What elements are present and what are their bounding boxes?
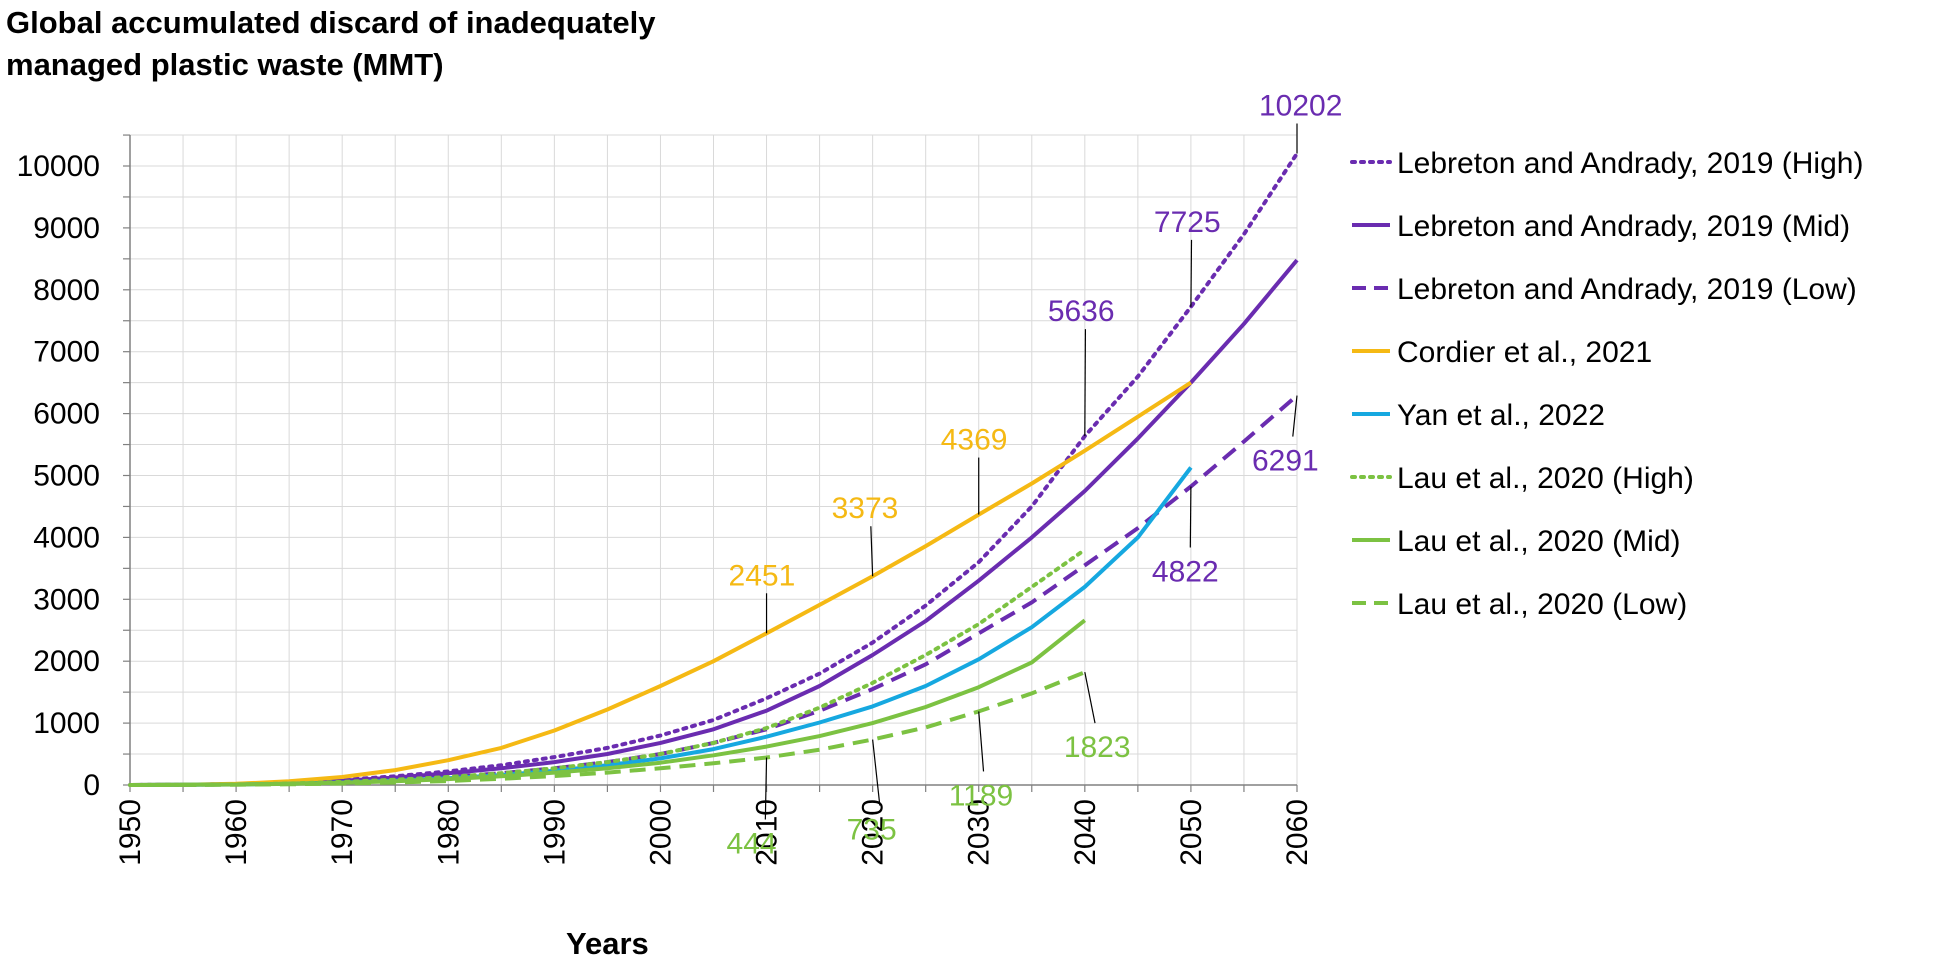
annotation-leader-line bbox=[872, 739, 881, 806]
legend-entry-label: Lebreton and Andrady, 2019 (High) bbox=[1397, 147, 1863, 180]
data-label: 3373 bbox=[832, 492, 899, 525]
data-label: 10202 bbox=[1259, 89, 1342, 122]
y-tick-label: 1000 bbox=[33, 707, 100, 740]
series-lines bbox=[128, 151, 1299, 787]
annotation-leader-line bbox=[1084, 672, 1096, 724]
data-labels: 10202 7725 5636 6291 4822 2451 3373 4369 444 735 1… bbox=[727, 89, 1343, 860]
y-tick-label: 5000 bbox=[33, 460, 100, 493]
x-tick-label: 2020 bbox=[857, 799, 890, 866]
annotation-leader-line bbox=[1292, 395, 1298, 437]
series-line bbox=[128, 547, 1087, 787]
annotation-leader-line bbox=[1189, 486, 1192, 548]
chart-title: Global accumulated discard of inadequate… bbox=[6, 2, 906, 86]
x-tick-label: 2000 bbox=[644, 799, 677, 866]
data-label: 4369 bbox=[941, 424, 1008, 457]
data-label: 4822 bbox=[1152, 556, 1219, 589]
x-tick-label: 2040 bbox=[1069, 799, 1102, 866]
x-axis-title: Years bbox=[566, 926, 649, 959]
y-tick-label: 3000 bbox=[33, 583, 100, 616]
series-line bbox=[129, 380, 1192, 787]
y-tick-label: 9000 bbox=[33, 212, 100, 245]
data-label: 1189 bbox=[949, 779, 1014, 812]
legend-entry-label: Lau et al., 2020 (Low) bbox=[1397, 588, 1687, 621]
legend-entry-label: Yan et al., 2022 bbox=[1397, 399, 1605, 432]
annotation-leader-line bbox=[1190, 239, 1193, 307]
data-label: 6291 bbox=[1252, 445, 1319, 478]
annotation-leader-line bbox=[1084, 329, 1087, 437]
legend-entry-label: Lau et al., 2020 (High) bbox=[1397, 462, 1694, 495]
gridlines bbox=[130, 134, 1298, 785]
chart-title-line-1: Global accumulated discard of inadequate… bbox=[6, 5, 656, 40]
y-tick-label: 10000 bbox=[17, 150, 100, 183]
x-tick-label: 1990 bbox=[538, 799, 571, 866]
annotation-leader-line bbox=[978, 711, 985, 772]
series-line bbox=[128, 151, 1299, 787]
data-label: 444 bbox=[727, 828, 777, 861]
axes: 0 1000 2000 3000 4000 5000 6000 7000 8000 9000 100… bbox=[17, 134, 1314, 959]
y-tick-label: 8000 bbox=[33, 274, 100, 307]
x-tick-label: 1950 bbox=[114, 799, 147, 866]
series-line bbox=[129, 670, 1086, 787]
legend: Lebreton and Andrady, 2019 (High) Lebreto… bbox=[1350, 147, 1863, 621]
legend-entry-label: Lau et al., 2020 (Mid) bbox=[1397, 525, 1681, 558]
x-tick-label: 2060 bbox=[1281, 799, 1314, 866]
data-label: 735 bbox=[847, 814, 897, 847]
chart-title-line-2: managed plastic waste (MMT) bbox=[6, 47, 444, 82]
legend-entry-label: Cordier et al., 2021 bbox=[1397, 336, 1652, 369]
x-tick-label: 1970 bbox=[326, 799, 359, 866]
annotation-leader-line bbox=[764, 757, 768, 820]
x-tick-label: 1980 bbox=[432, 799, 465, 866]
legend-entry-label: Lebreton and Andrady, 2019 (Low) bbox=[1397, 273, 1857, 306]
y-tick-label: 2000 bbox=[33, 645, 100, 678]
y-tick-label: 4000 bbox=[33, 521, 100, 554]
y-tick-label: 6000 bbox=[33, 398, 100, 431]
annotation-leader-line bbox=[870, 526, 874, 577]
data-label: 5636 bbox=[1048, 295, 1115, 328]
x-tick-label: 2010 bbox=[751, 799, 784, 866]
data-label: 7725 bbox=[1154, 206, 1221, 239]
y-tick-label: 0 bbox=[83, 769, 100, 802]
y-tick-label: 7000 bbox=[33, 336, 100, 369]
data-label: 2451 bbox=[729, 559, 796, 592]
x-tick-label: 2050 bbox=[1175, 799, 1208, 866]
annotation-leaders bbox=[764, 123, 1298, 820]
legend-entry-label: Lebreton and Andrady, 2019 (Mid) bbox=[1397, 210, 1850, 243]
x-tick-label: 1960 bbox=[220, 799, 253, 866]
x-tick-label: 2030 bbox=[963, 799, 996, 866]
data-label: 1823 bbox=[1064, 731, 1131, 764]
